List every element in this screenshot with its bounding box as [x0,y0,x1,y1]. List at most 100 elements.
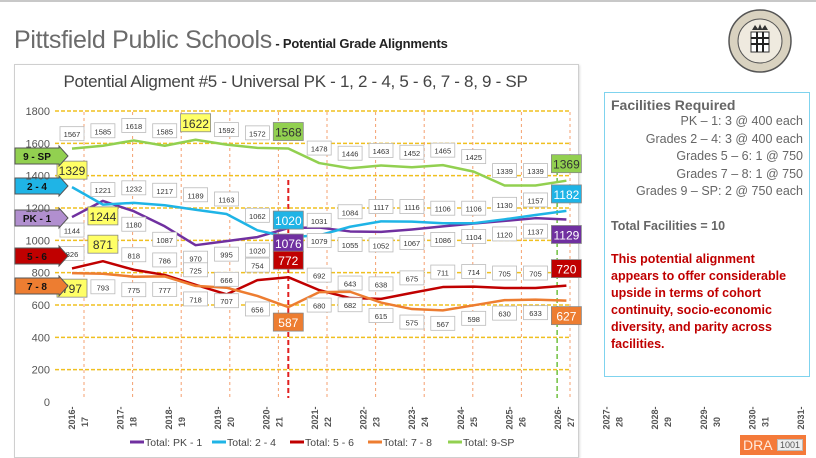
data-label: 1031 [311,217,328,226]
x-tick-line2: 30 [712,417,722,427]
data-label: 1452 [404,149,421,158]
data-label-box [87,234,119,254]
data-label: 1339 [527,167,544,176]
x-tick-line1: 2025- [504,406,514,429]
data-label-box [152,252,178,268]
data-label-box [430,142,456,158]
data-label-box [368,276,394,292]
x-tick-label: 2021- 22 [310,406,333,429]
data-label: 718 [189,295,202,304]
x-tick-line2: 25 [469,417,479,427]
data-label-box [492,163,518,178]
data-label-box [337,145,363,161]
x-tick-line1: 2030- [747,406,757,429]
data-label: 1369 [553,158,580,172]
data-label: 786 [158,256,171,265]
data-label: 754 [251,262,264,271]
data-label: 666 [220,276,233,285]
data-label-box [183,291,209,307]
data-label: 1104 [466,233,482,242]
data-label: 1163 [218,195,234,204]
title-text: Pittsfield Public Schools [14,26,272,54]
data-label-box [399,314,425,330]
data-label: 1585 [156,127,173,136]
y-tick-label: 1200 [26,203,50,215]
alignment-note: This potential alignment appears to offe… [611,251,787,351]
series-tag-arrow [14,174,69,198]
data-label: 720 [556,263,576,277]
series-line-7-8 [71,271,567,312]
x-tick-line1: 2023- [407,406,417,429]
data-label-box [306,297,332,313]
data-label-box [183,187,209,203]
data-label-box [430,315,456,331]
x-tick-label: 2018- 19 [164,406,187,429]
data-label: 1568 [275,126,302,140]
dra-badge: DRA 1001 [740,435,806,455]
legend-label: Total: 2 - 4 [227,437,276,449]
data-label: 772 [278,254,298,268]
series-tag-label: 2 - 4 [27,182,47,193]
data-label-box [461,264,487,279]
data-label-box [523,223,548,239]
data-label: 714 [467,268,480,277]
data-label-box [244,125,270,141]
data-label-box [152,123,178,139]
data-label-box [461,310,487,326]
data-label: 1478 [311,145,328,154]
data-label: 1182 [553,188,579,202]
data-label: 638 [375,280,388,289]
y-tick-label: 800 [32,268,50,280]
data-label: 1585 [95,127,112,136]
y-tick-label: 0 [44,397,50,409]
chart-title: Potential Aligment #5 - Universal PK - 1… [63,72,528,91]
data-label-box [337,275,363,291]
data-label: 1079 [311,237,328,246]
data-label: 725 [189,266,202,275]
data-label: 630 [498,310,511,319]
data-label: 1465 [434,147,451,156]
data-label: 1221 [95,186,112,195]
data-label: 575 [406,319,419,328]
data-label-box [492,226,518,242]
y-tick-label: 1600 [26,138,50,150]
data-label: 627 [556,310,576,324]
data-label-box [214,122,239,138]
facility-row: Grades 9 – SP: 2 @ 750 each [636,184,803,198]
x-tick-label: 2019- 20 [213,406,236,429]
data-label: 643 [344,280,357,289]
data-label-box [306,212,332,228]
data-label: 818 [128,251,141,260]
x-tick-label: 2028- 29 [650,406,673,429]
data-label-box [244,301,270,317]
data-label-box [59,126,85,142]
series-tag-label: 9 - SP [23,152,51,163]
data-label-box [272,122,304,141]
data-label-box [523,192,548,208]
data-label-box [461,149,487,165]
series-tag-arrow [14,144,69,168]
data-label: 1232 [125,184,142,193]
data-label: 1157 [527,196,543,205]
data-label-box [492,196,518,212]
data-label-box [87,206,119,226]
data-label: 1086 [434,236,451,245]
data-label: 680 [313,302,326,311]
x-tick-label: 2031- [796,406,806,429]
x-tick-line1: 2016- [67,406,77,429]
y-tick-label: 400 [32,332,50,344]
x-tick-label: 2020- 21 [261,406,284,429]
data-label: 1129 [553,228,579,242]
x-tick-label: 2025- 26 [504,406,527,429]
data-label-box [399,270,425,286]
x-tick-label: 2030- 31 [747,406,770,429]
data-label: 707 [220,297,233,306]
data-label: 1062 [249,212,266,221]
x-tick-line1: 2027- [602,406,612,429]
data-label: 1339 [496,167,513,176]
data-label: 633 [529,309,542,318]
x-tick-line1: 2018- [164,406,174,429]
data-label-box [306,267,332,283]
data-label: 711 [437,269,449,278]
series-line-9-SP [71,138,567,187]
